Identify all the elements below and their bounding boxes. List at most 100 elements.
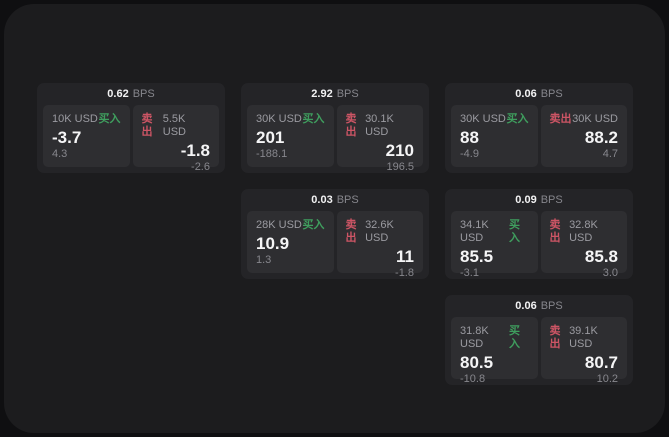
sell-change: 10.2 (596, 373, 618, 385)
sell-panel-top: 卖出 39.1K USD (550, 325, 619, 351)
bps-value: 0.62 (107, 88, 129, 100)
buy-amount: 30K USD (256, 113, 302, 125)
bps-unit-label: BPS (132, 88, 155, 100)
buy-change: -4.9 (460, 148, 479, 160)
buy-side-label: 买入 (302, 219, 325, 231)
quote-card[interactable]: 0.03 BPS 28K USD 买入 10.9 1.3 卖出 32.6K US… (241, 189, 429, 279)
bps-value: 2.92 (311, 88, 333, 100)
buy-panel-top: 30K USD 买入 (460, 113, 529, 126)
sell-change: -1.8 (395, 267, 414, 279)
quote-card[interactable]: 0.62 BPS 10K USD 买入 -3.7 4.3 卖出 5.5K USD… (37, 83, 225, 173)
buy-side-label: 买入 (302, 113, 325, 125)
buy-panel-top: 28K USD 买入 (256, 219, 325, 232)
buy-panel-top: 30K USD 买入 (256, 113, 325, 126)
buy-amount: 34.1K USD (460, 219, 489, 244)
sell-amount: 30K USD (572, 113, 618, 125)
quote-card[interactable]: 0.09 BPS 34.1K USD 买入 85.5 -3.1 卖出 32.8K… (445, 189, 633, 279)
card-header: 0.03 BPS (247, 189, 423, 211)
buy-panel-top: 31.8K USD 买入 (460, 325, 529, 351)
sell-panel[interactable]: 卖出 30K USD 88.2 4.7 (540, 105, 627, 167)
sell-price: 80.7 (584, 353, 618, 372)
sell-change: 4.7 (602, 148, 618, 160)
card-header: 0.06 BPS (451, 83, 627, 105)
sell-amount: 5.5K USD (162, 113, 186, 138)
quote-card[interactable]: 0.06 BPS 30K USD 买入 88 -4.9 卖出 30K USD 8… (445, 83, 633, 173)
sell-panel-top: 卖出 32.8K USD (550, 219, 619, 245)
buy-change: -3.1 (460, 267, 479, 279)
sell-side-label: 卖出 (141, 113, 153, 138)
buy-sell-panels: 34.1K USD 买入 85.5 -3.1 卖出 32.8K USD 85.8… (451, 211, 627, 279)
sell-change: 196.5 (386, 161, 414, 173)
sell-change: -2.6 (191, 161, 210, 173)
buy-amount: 31.8K USD (460, 325, 489, 350)
buy-change: 4.3 (52, 148, 68, 160)
sell-panel[interactable]: 卖出 39.1K USD 80.7 10.2 (540, 317, 627, 385)
buy-amount: 28K USD (256, 219, 302, 231)
buy-sell-panels: 28K USD 买入 10.9 1.3 卖出 32.6K USD 11 -1.8 (247, 211, 423, 279)
sell-price: 88.2 (584, 128, 618, 147)
buy-sell-panels: 30K USD 买入 201 -188.1 卖出 30.1K USD 210 1… (247, 105, 423, 173)
sell-price: 11 (396, 247, 414, 266)
sell-side-label: 卖出 (549, 325, 561, 350)
quote-card[interactable]: 2.92 BPS 30K USD 买入 201 -188.1 卖出 30.1K … (241, 83, 429, 173)
sell-change: 3.0 (602, 267, 618, 279)
buy-panel[interactable]: 28K USD 买入 10.9 1.3 (247, 211, 334, 273)
buy-price: 88 (460, 128, 479, 147)
bps-value: 0.06 (515, 88, 537, 100)
sell-amount: 39.1K USD (569, 325, 598, 350)
buy-panel[interactable]: 30K USD 买入 201 -188.1 (247, 105, 334, 167)
bps-unit-label: BPS (540, 88, 563, 100)
sell-panel-top: 卖出 30.1K USD (346, 113, 415, 139)
buy-sell-panels: 10K USD 买入 -3.7 4.3 卖出 5.5K USD -1.8 -2.… (43, 105, 219, 173)
sell-panel[interactable]: 卖出 30.1K USD 210 196.5 (336, 105, 423, 173)
buy-panel[interactable]: 30K USD 买入 88 -4.9 (451, 105, 538, 167)
buy-price: -3.7 (52, 128, 82, 147)
bps-value: 0.09 (515, 194, 537, 206)
buy-side-label: 买入 (508, 325, 520, 350)
buy-panel[interactable]: 34.1K USD 买入 85.5 -3.1 (451, 211, 538, 279)
bps-unit-label: BPS (540, 300, 563, 312)
buy-panel-top: 34.1K USD 买入 (460, 219, 529, 245)
buy-amount: 30K USD (460, 113, 506, 125)
sell-panel[interactable]: 卖出 5.5K USD -1.8 -2.6 (132, 105, 219, 173)
sell-amount: 32.8K USD (569, 219, 598, 244)
sell-amount: 30.1K USD (365, 113, 394, 138)
sell-side-label: 卖出 (549, 113, 572, 125)
buy-panel[interactable]: 10K USD 买入 -3.7 4.3 (43, 105, 130, 167)
bps-unit-label: BPS (336, 194, 359, 206)
buy-sell-panels: 30K USD 买入 88 -4.9 卖出 30K USD 88.2 4.7 (451, 105, 627, 167)
card-header: 2.92 BPS (247, 83, 423, 105)
quote-card-grid: 0.62 BPS 10K USD 买入 -3.7 4.3 卖出 5.5K USD… (37, 83, 633, 385)
quote-card[interactable]: 0.06 BPS 31.8K USD 买入 80.5 -10.8 卖出 39.1… (445, 295, 633, 385)
bps-value: 0.03 (311, 194, 333, 206)
buy-sell-panels: 31.8K USD 买入 80.5 -10.8 卖出 39.1K USD 80.… (451, 317, 627, 385)
buy-side-label: 买入 (98, 113, 121, 125)
card-header: 0.09 BPS (451, 189, 627, 211)
bps-value: 0.06 (515, 300, 537, 312)
sell-panel-top: 卖出 32.6K USD (346, 219, 415, 245)
sell-price: 210 (385, 141, 414, 160)
buy-amount: 10K USD (52, 113, 98, 125)
card-header: 0.62 BPS (43, 83, 219, 105)
sell-amount: 32.6K USD (365, 219, 394, 244)
buy-side-label: 买入 (508, 219, 520, 244)
buy-change: -188.1 (256, 148, 288, 160)
buy-side-label: 买入 (506, 113, 529, 125)
sell-panel-top: 卖出 5.5K USD (142, 113, 211, 139)
bps-unit-label: BPS (336, 88, 359, 100)
sell-price: -1.8 (180, 141, 210, 160)
sell-price: 85.8 (584, 247, 618, 266)
buy-price: 201 (256, 128, 285, 147)
sell-side-label: 卖出 (345, 219, 357, 244)
card-header: 0.06 BPS (451, 295, 627, 317)
app-surface: 0.62 BPS 10K USD 买入 -3.7 4.3 卖出 5.5K USD… (4, 4, 665, 433)
sell-panel[interactable]: 卖出 32.6K USD 11 -1.8 (336, 211, 423, 279)
buy-panel[interactable]: 31.8K USD 买入 80.5 -10.8 (451, 317, 538, 385)
buy-price: 10.9 (256, 234, 290, 253)
sell-panel-top: 卖出 30K USD (550, 113, 619, 126)
sell-side-label: 卖出 (549, 219, 561, 244)
buy-panel-top: 10K USD 买入 (52, 113, 121, 126)
buy-change: 1.3 (256, 254, 272, 266)
buy-change: -10.8 (460, 373, 486, 385)
sell-panel[interactable]: 卖出 32.8K USD 85.8 3.0 (540, 211, 627, 279)
